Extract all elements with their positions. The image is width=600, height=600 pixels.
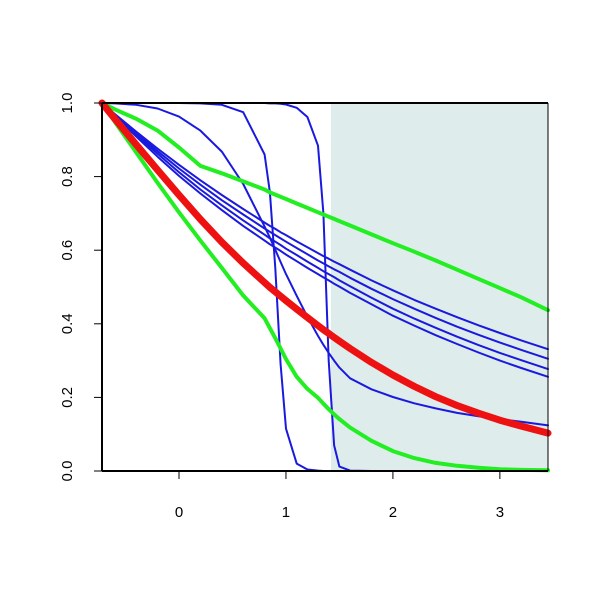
blue-series-line-3 <box>101 102 549 360</box>
x-tick-label-0: 0 <box>175 504 183 521</box>
blue-series-line-2 <box>101 102 549 378</box>
green-series-line-9 <box>100 101 550 313</box>
green-series-line-10 <box>100 101 550 473</box>
shaded-region <box>330 103 548 471</box>
blue-series-line-4 <box>101 102 549 351</box>
y-tick-label-4: 0.8 <box>59 166 76 187</box>
y-tick-label-3: 0.6 <box>59 240 76 261</box>
red-series-line-12 <box>98 99 552 437</box>
y-tick-label-5: 1.0 <box>59 93 76 114</box>
y-tick-label-1: 0.2 <box>59 387 76 408</box>
blue-series-line-5 <box>101 102 549 427</box>
y-tick-label-2: 0.4 <box>59 313 76 334</box>
blue-series-line-1 <box>101 102 549 371</box>
y-tick-label-0: 0.0 <box>59 461 76 482</box>
x-tick-label-1: 1 <box>282 504 290 521</box>
x-tick-label-3: 3 <box>496 504 504 521</box>
axes-layer: 0 1 2 3 0.0 0.2 0.4 0.6 0.8 1.0 <box>59 93 549 521</box>
x-tick-label-2: 2 <box>389 504 397 521</box>
